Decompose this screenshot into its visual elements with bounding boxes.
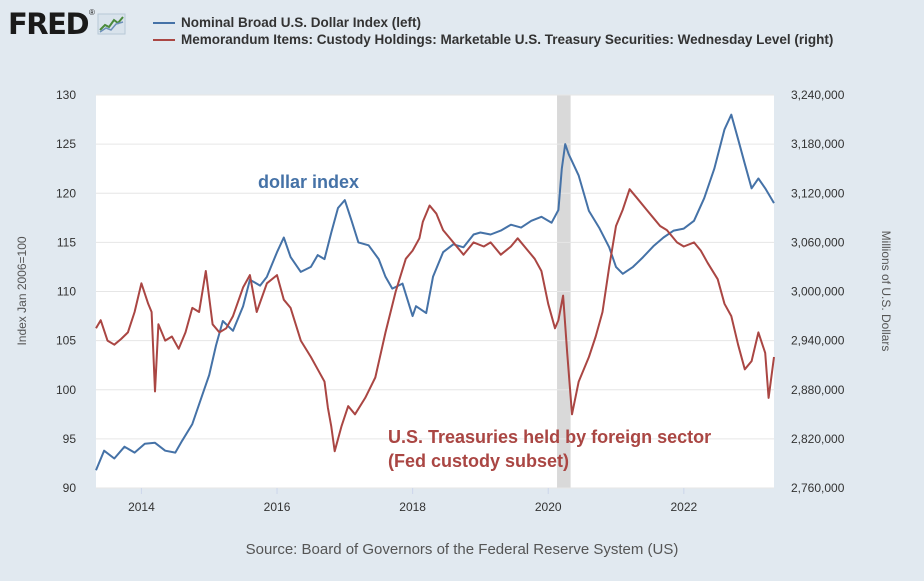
annotation-treasuries: U.S. Treasuries held by foreign sector	[388, 427, 711, 447]
y-left-tick-label: 120	[56, 186, 76, 200]
x-tick-label: 2018	[399, 500, 426, 514]
y-axis-left-label: Index Jan 2006=100	[15, 236, 29, 345]
legend-item-dollar-index[interactable]: Nominal Broad U.S. Dollar Index (left)	[153, 14, 911, 31]
y-axis-right-ticks: 3,240,000 3,180,000 3,120,000 3,060,000 3,00…	[791, 88, 845, 495]
y-right-tick-label: 2,880,000	[791, 383, 845, 397]
y-axis-left-ticks: 130 125 120 115 110 105 100 95 90	[56, 88, 76, 495]
y-left-tick-label: 125	[56, 137, 76, 151]
legend-label: Memorandum Items: Custody Holdings: Mark…	[181, 32, 834, 47]
x-tick-label: 2014	[128, 500, 155, 514]
y-axis-right-label: Millions of U.S. Dollars	[879, 231, 893, 352]
fred-chart-icon	[97, 13, 126, 35]
y-left-tick-label: 110	[57, 285, 76, 299]
annotation-dollar-index: dollar index	[258, 172, 359, 192]
y-left-tick-label: 105	[56, 334, 76, 348]
y-left-tick-label: 115	[57, 235, 76, 249]
y-left-tick-label: 130	[56, 88, 76, 102]
chart-header: FRED ® Nominal Broad U.S. Dollar Index (…	[0, 0, 924, 90]
x-tick-label: 2022	[670, 500, 697, 514]
y-right-tick-label: 3,120,000	[791, 186, 845, 200]
series-line-dollar-index[interactable]	[95, 113, 775, 471]
y-right-tick-label: 3,240,000	[791, 88, 845, 102]
y-right-tick-label: 2,820,000	[791, 432, 845, 446]
y-right-tick-label: 3,000,000	[791, 285, 845, 299]
legend-item-treasury-holdings[interactable]: Memorandum Items: Custody Holdings: Mark…	[153, 31, 911, 48]
annotation-custody-subset: (Fed custody subset)	[388, 451, 569, 471]
y-right-tick-label: 3,060,000	[791, 235, 845, 249]
y-right-tick-label: 3,180,000	[791, 137, 845, 151]
y-right-tick-label: 2,760,000	[791, 481, 845, 495]
x-tick-label: 2016	[264, 500, 291, 514]
source-note: Source: Board of Governors of the Federa…	[245, 541, 679, 558]
y-left-tick-label: 95	[63, 432, 77, 446]
y-left-tick-label: 90	[63, 481, 77, 495]
y-right-tick-label: 2,940,000	[791, 334, 845, 348]
legend-label: Nominal Broad U.S. Dollar Index (left)	[181, 15, 422, 30]
chart-legend: Nominal Broad U.S. Dollar Index (left) M…	[153, 14, 911, 48]
fred-logo[interactable]: FRED ®	[8, 8, 127, 40]
registered-mark: ®	[89, 7, 95, 17]
fred-logo-text: FRED	[8, 7, 90, 41]
grid-lines	[96, 94, 774, 489]
x-tick-label: 2020	[535, 500, 562, 514]
series-line-treasury-holdings[interactable]	[95, 188, 775, 453]
y-left-tick-label: 100	[56, 383, 76, 397]
x-axis-ticks: 2014 2016 2018 2020 2022	[128, 488, 697, 514]
legend-swatch-red	[153, 39, 175, 41]
legend-swatch-blue	[153, 22, 175, 24]
